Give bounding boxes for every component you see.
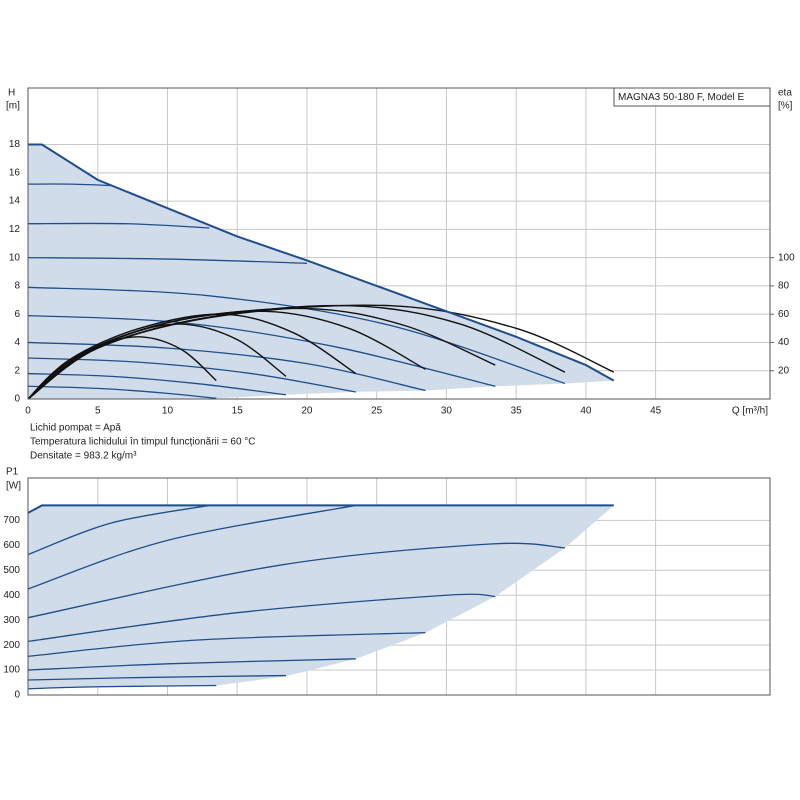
note: Temperatura lichidului în timpul funcțio… [30,437,256,448]
y-tick-label: 300 [3,615,20,626]
envelope-curve [28,143,615,382]
y-unit: [W] [6,481,21,492]
y-unit: [m] [6,101,20,112]
speed-curve [28,674,287,681]
y2-label: eta [778,88,792,99]
efficiency-curve [28,313,357,399]
y-tick-label: 18 [9,139,21,150]
speed-curve [28,631,426,657]
plot: 0 100 200 300 400 500 600 700 [3,477,771,701]
envelope-curve [28,504,614,514]
speed-curve [28,658,356,671]
title-box [613,87,771,107]
operating-area [28,505,614,689]
y-tick-label: 2 [14,365,20,376]
y-tick-label: 0 [14,394,20,405]
x-label: Q [m³/h] [732,406,768,417]
y-tick-label: 700 [3,515,20,526]
speed-curve [28,341,426,392]
y-tick-label: 14 [9,196,21,207]
speed-curve [28,314,496,387]
x-tick-label: 30 [441,406,453,417]
chart-title: MAGNA3 50-180 F, Model E [618,92,744,103]
plot-frame [27,477,771,696]
x-tick-label: 15 [232,406,244,417]
y-tick-label: 16 [9,167,21,178]
y2-tick-label: 40 [778,337,790,348]
x-tick-label: 35 [511,406,523,417]
y2-tick-label: 100 [778,252,795,263]
x-tick-label: 40 [580,406,592,417]
note: Densitate = 983.2 kg/m³ [30,451,137,462]
note: Lichid pompat = Apă [30,423,121,434]
speed-curve [28,385,217,399]
y-tick-label: 400 [3,590,20,601]
y-tick-label: 12 [9,224,21,235]
speed-curve [28,504,210,556]
y-tick-label: 600 [3,540,20,551]
speed-curve [28,372,287,396]
efficiency-curve [28,307,496,399]
y-label: H [8,88,15,99]
x-tick-label: 20 [301,406,313,417]
y-tick-label: 8 [14,281,20,292]
speed-curve [28,684,217,690]
y-tick-label: 10 [9,252,21,263]
x-tick-label: 45 [650,406,662,417]
plot-frame [27,87,771,400]
speed-curve [28,256,307,264]
y2-tick-label: 60 [778,309,790,320]
y-tick-label: 100 [3,665,20,676]
operating-area [28,144,614,399]
x-tick-label: 5 [95,406,101,417]
speed-curve [28,183,112,187]
y-tick-label: 6 [14,309,20,320]
y2-tick-label: 80 [778,281,790,292]
y2-unit: [%] [778,101,793,112]
speed-curve [28,542,566,619]
y2-tick-label: 20 [778,365,790,376]
y-tick-label: 4 [14,337,20,348]
speed-curve [28,593,496,643]
x-tick-label: 10 [162,406,174,417]
y-tick-label: 0 [14,690,20,701]
x-tick-label: 0 [25,406,31,417]
y-label: P1 [6,467,19,478]
speed-curve [28,504,356,590]
x-tick-label: 25 [371,406,383,417]
y-tick-label: 500 [3,565,20,576]
plot: 0 5 10 15 20 25 30 35 40 45 0 2 4 6 8 10 12 14 16 18 20 40 60 8… [9,87,795,417]
speed-curve [28,222,210,229]
y-tick-label: 200 [3,640,20,651]
efficiency-curve [28,304,615,399]
